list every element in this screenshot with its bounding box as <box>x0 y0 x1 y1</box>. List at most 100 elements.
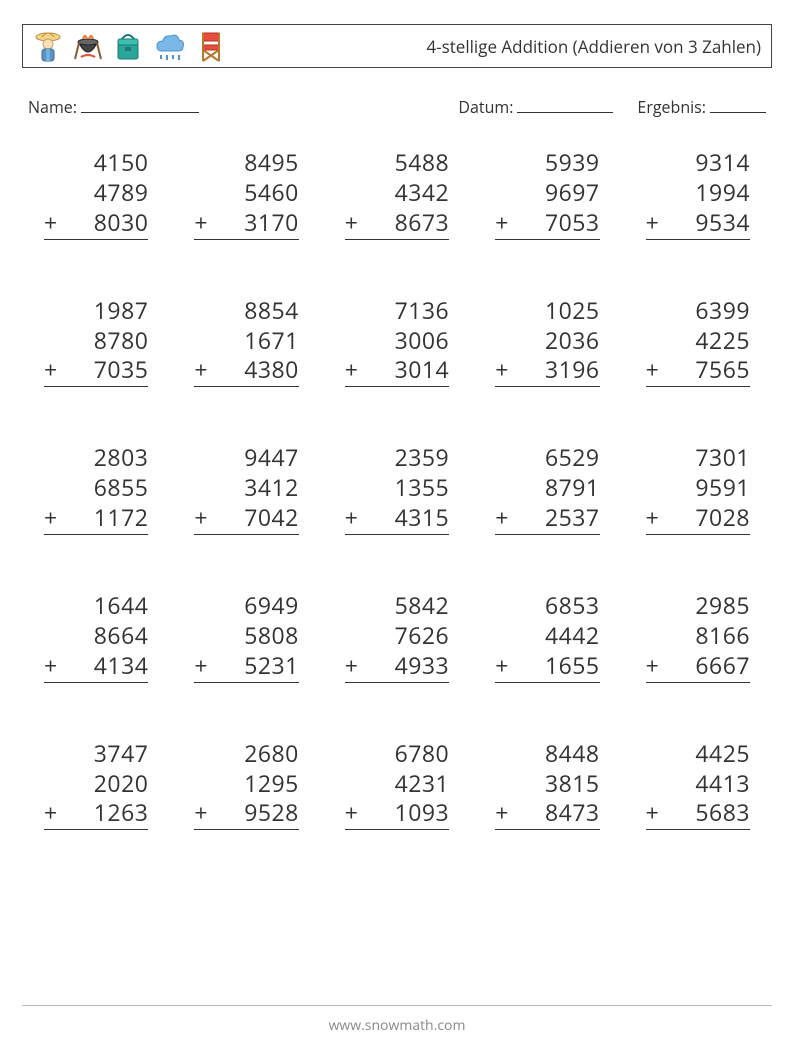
addend-1: 8854 <box>194 296 298 326</box>
plus-operator: + <box>646 503 660 533</box>
addend-3: +4933 <box>345 651 449 683</box>
addend-1: 2985 <box>646 591 750 621</box>
addend-1: 5939 <box>495 148 599 178</box>
addition-problem: 19878780+7035 <box>44 296 148 388</box>
addend-1: 2359 <box>345 443 449 473</box>
plus-operator: + <box>44 503 58 533</box>
addend-1: 2803 <box>44 443 148 473</box>
addend-2: 9697 <box>495 178 599 208</box>
addend-1: 3747 <box>44 739 148 769</box>
addend-2: 4442 <box>495 621 599 651</box>
addend-3: +7565 <box>646 355 750 387</box>
addend-3: +5683 <box>646 798 750 830</box>
addend-3: +9534 <box>646 208 750 240</box>
addition-problem: 58427626+4933 <box>345 591 449 683</box>
addition-problem: 59399697+7053 <box>495 148 599 240</box>
addend-3: +6667 <box>646 651 750 683</box>
addend-3: +7053 <box>495 208 599 240</box>
addend-3: +7035 <box>44 355 148 387</box>
addend-1: 6780 <box>345 739 449 769</box>
addend-2: 5808 <box>194 621 298 651</box>
addend-2: 4342 <box>345 178 449 208</box>
addition-problem: 84483815+8473 <box>495 739 599 831</box>
addition-problem: 65298791+2537 <box>495 443 599 535</box>
addend-2: 4225 <box>646 326 750 356</box>
footer-url: www.snowmath.com <box>329 1016 466 1035</box>
addend-1: 6853 <box>495 591 599 621</box>
plus-operator: + <box>646 651 660 681</box>
addend-1: 6529 <box>495 443 599 473</box>
addend-1: 1987 <box>44 296 148 326</box>
addition-problem: 84955460+3170 <box>194 148 298 240</box>
addend-3: +8673 <box>345 208 449 240</box>
result-field: Ergebnis: <box>637 96 766 118</box>
addend-2: 9591 <box>646 473 750 503</box>
addend-2: 3006 <box>345 326 449 356</box>
result-blank[interactable] <box>710 99 766 113</box>
plus-operator: + <box>194 208 208 238</box>
addend-3: +3196 <box>495 355 599 387</box>
addend-2: 3815 <box>495 769 599 799</box>
plus-operator: + <box>646 798 660 828</box>
name-field: Name: <box>28 96 199 118</box>
plus-operator: + <box>495 798 509 828</box>
plus-operator: + <box>646 355 660 385</box>
plus-operator: + <box>44 798 58 828</box>
addend-3: +9528 <box>194 798 298 830</box>
plus-operator: + <box>495 651 509 681</box>
addition-problem: 44254413+5683 <box>646 739 750 831</box>
worksheet-title: 4-stellige Addition (Addieren von 3 Zahl… <box>426 35 761 58</box>
plus-operator: + <box>495 503 509 533</box>
header-box: 4-stellige Addition (Addieren von 3 Zahl… <box>22 24 772 68</box>
addend-3: +7042 <box>194 503 298 535</box>
addend-2: 1994 <box>646 178 750 208</box>
addend-2: 3412 <box>194 473 298 503</box>
addend-2: 8664 <box>44 621 148 651</box>
addend-1: 1644 <box>44 591 148 621</box>
plus-operator: + <box>44 355 58 385</box>
addend-3: +4315 <box>345 503 449 535</box>
addend-3: +3170 <box>194 208 298 240</box>
addend-1: 4150 <box>44 148 148 178</box>
plus-operator: + <box>495 355 509 385</box>
addend-1: 5488 <box>345 148 449 178</box>
addend-1: 4425 <box>646 739 750 769</box>
addend-3: +4380 <box>194 355 298 387</box>
addend-3: +8473 <box>495 798 599 830</box>
addend-1: 6949 <box>194 591 298 621</box>
plus-operator: + <box>345 208 359 238</box>
addend-3: +4134 <box>44 651 148 683</box>
date-field: Datum: <box>458 96 613 118</box>
plus-operator: + <box>194 355 208 385</box>
chair-icon <box>197 29 225 63</box>
addition-problem: 41504789+8030 <box>44 148 148 240</box>
addend-1: 7301 <box>646 443 750 473</box>
worksheet-page: 4-stellige Addition (Addieren von 3 Zahl… <box>0 0 794 1053</box>
addend-2: 1355 <box>345 473 449 503</box>
header-icons <box>33 29 225 63</box>
addend-3: +3014 <box>345 355 449 387</box>
addend-1: 9447 <box>194 443 298 473</box>
addition-problem: 73019591+7028 <box>646 443 750 535</box>
addend-1: 7136 <box>345 296 449 326</box>
plus-operator: + <box>44 651 58 681</box>
name-blank[interactable] <box>81 99 199 113</box>
addition-problem: 93141994+9534 <box>646 148 750 240</box>
addend-1: 6399 <box>646 296 750 326</box>
addend-3: +1263 <box>44 798 148 830</box>
addition-problem: 69495808+5231 <box>194 591 298 683</box>
date-blank[interactable] <box>517 99 613 113</box>
addition-problem: 94473412+7042 <box>194 443 298 535</box>
date-label: Datum: <box>458 96 513 118</box>
addend-1: 1025 <box>495 296 599 326</box>
addend-3: +8030 <box>44 208 148 240</box>
addition-problem: 67804231+1093 <box>345 739 449 831</box>
addend-2: 8791 <box>495 473 599 503</box>
addend-2: 4231 <box>345 769 449 799</box>
addend-3: +1172 <box>44 503 148 535</box>
addend-3: +5231 <box>194 651 298 683</box>
info-row: Name: Datum: Ergebnis: <box>22 96 772 118</box>
addend-2: 7626 <box>345 621 449 651</box>
addend-2: 8780 <box>44 326 148 356</box>
addition-problem: 54884342+8673 <box>345 148 449 240</box>
